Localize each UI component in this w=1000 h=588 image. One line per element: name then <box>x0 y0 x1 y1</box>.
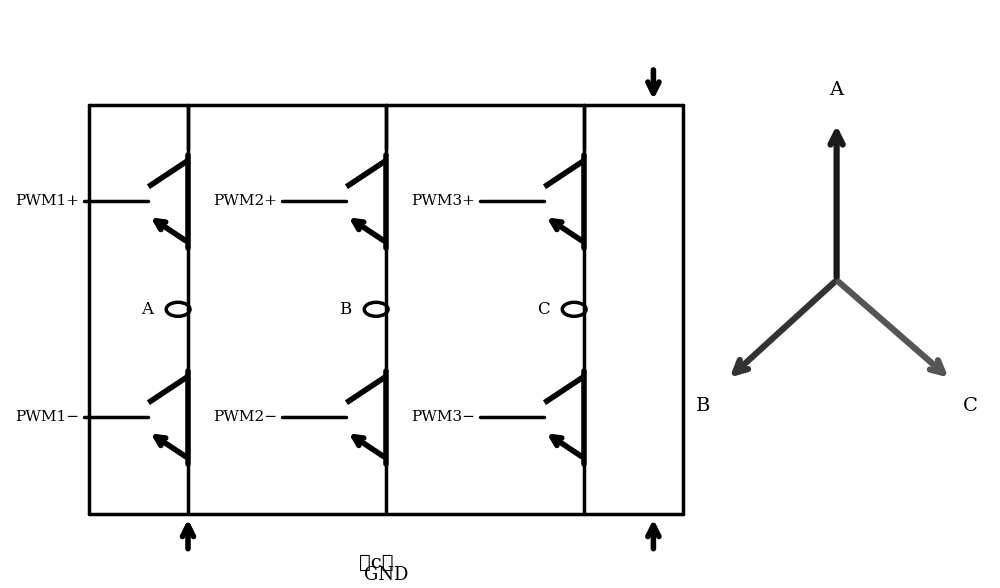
Text: A: A <box>141 301 153 318</box>
Text: C: C <box>537 301 549 318</box>
Text: B: B <box>339 301 351 318</box>
Text: C: C <box>963 397 978 415</box>
Text: PWM1−: PWM1− <box>15 410 79 425</box>
Text: PWM2−: PWM2− <box>213 410 277 425</box>
Text: PWM3+: PWM3+ <box>411 195 475 208</box>
Text: PWM2+: PWM2+ <box>213 195 277 208</box>
Text: A: A <box>830 81 844 99</box>
Text: GND: GND <box>364 566 408 584</box>
Text: PWM3−: PWM3− <box>411 410 475 425</box>
Text: PWM1+: PWM1+ <box>15 195 79 208</box>
Text: B: B <box>696 397 710 415</box>
Text: （c）: （c） <box>359 554 393 572</box>
